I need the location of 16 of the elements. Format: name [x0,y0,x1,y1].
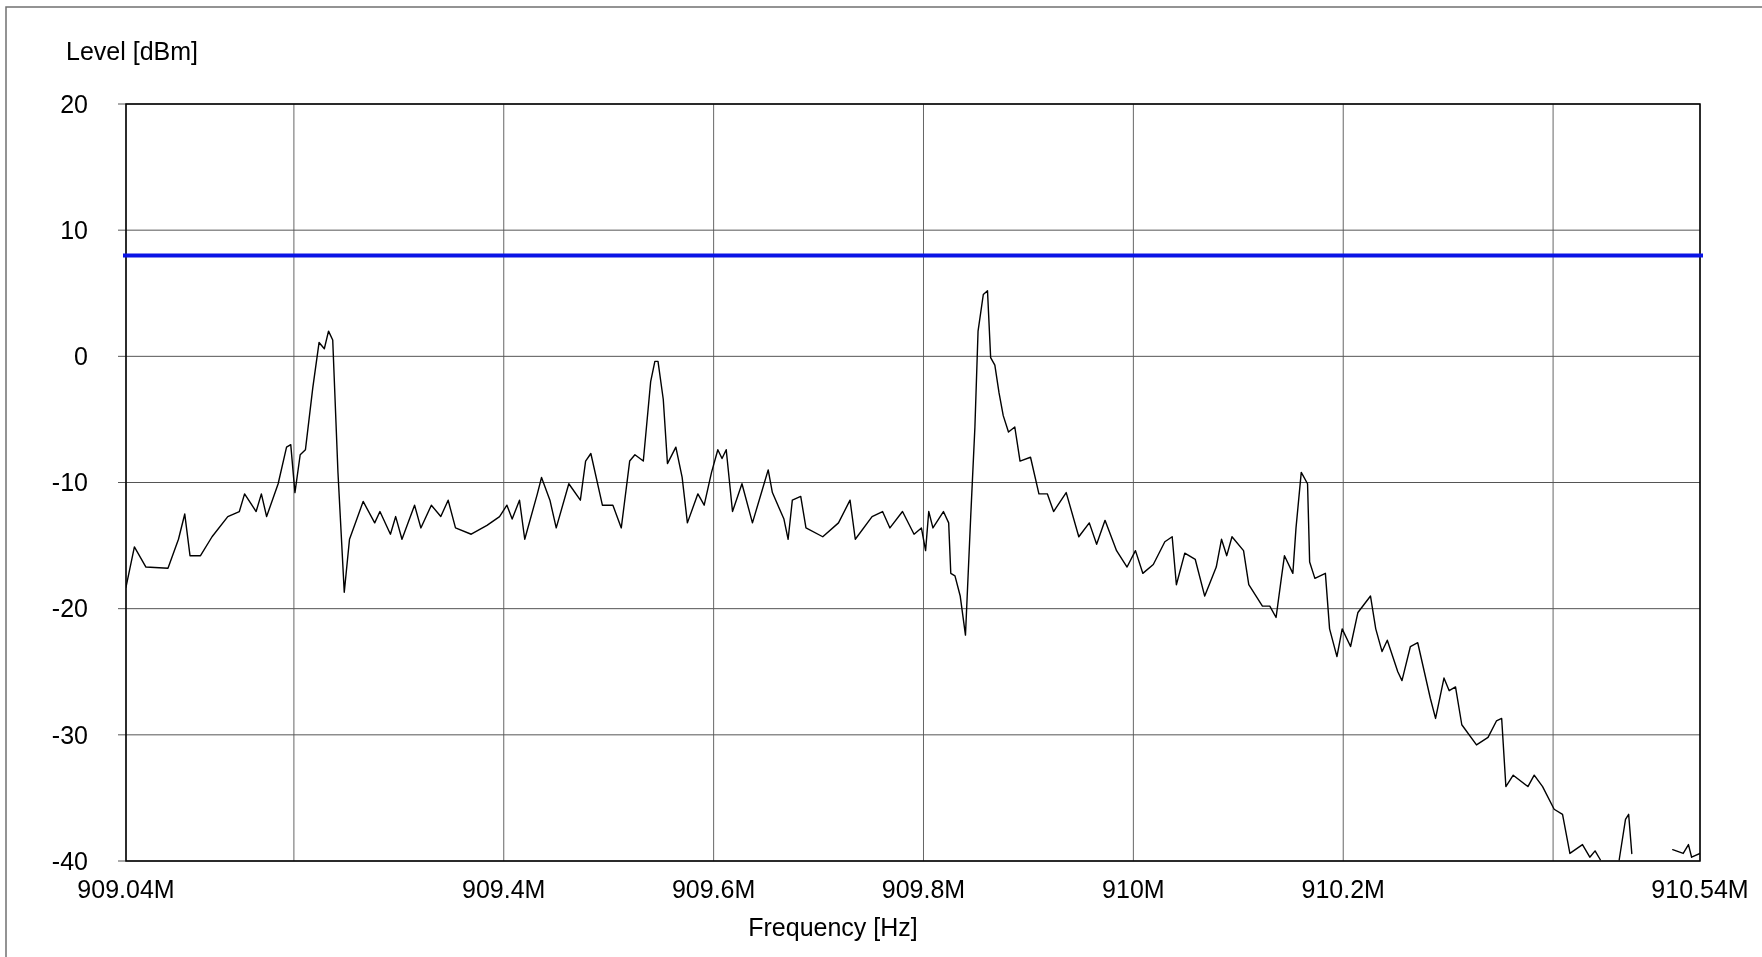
x-axis-title: Frequency [Hz] [748,913,918,941]
y-tick-label: 20 [60,89,88,118]
x-tick-label: 909.6M [671,875,756,903]
y-tick-label: 10 [60,215,88,244]
y-tick-label: -20 [51,594,88,623]
y-tick-label: -30 [51,720,88,749]
x-tick-label: 909.04M [77,875,175,903]
x-tick-label: 910.2M [1301,875,1385,903]
y-tick-label: 0 [74,342,88,371]
x-tick-label: 909.8M [881,875,966,903]
x-tick-label: 909.4M [462,875,546,903]
x-tick-label: 910.54M [1651,875,1749,903]
y-tick-label: -40 [51,846,88,875]
y-axis-title: Level [dBm] [66,37,199,65]
y-tick-label: -10 [51,468,88,497]
x-tick-label: 910M [1102,875,1165,903]
